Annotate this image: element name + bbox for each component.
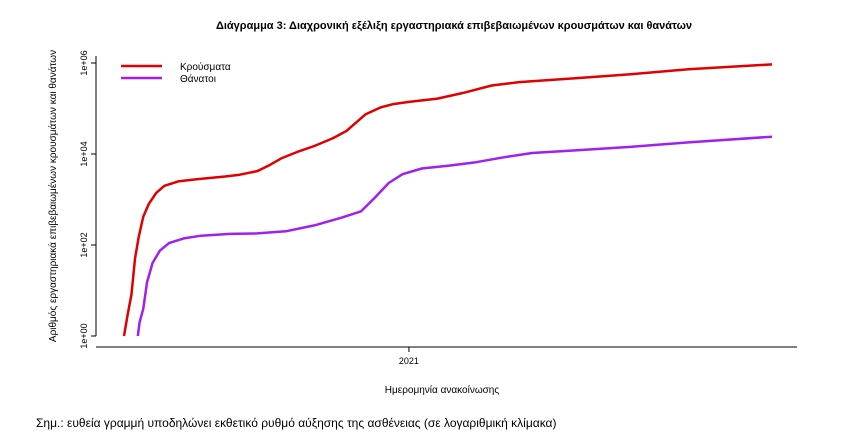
x-axis-ticks: 2021 (399, 347, 419, 366)
x-axis-label: Ημερομηνία ανακοίνωσης (385, 384, 500, 396)
y-axis-ticks: 1e+00 1e+02 1e+04 1e+06 (79, 50, 96, 349)
chart-title: Διάγραμμα 3: Διαχρονική εξέλιξη εργαστηρ… (216, 20, 692, 32)
legend: Κρούσματα Θάνατοι (121, 61, 231, 85)
y-tick-label-1: 1e+02 (79, 232, 89, 257)
series-line-0 (122, 63, 773, 337)
series-line-1 (136, 135, 773, 337)
y-tick-label-2: 1e+04 (79, 141, 89, 166)
chart: Διάγραμμα 3: Διαχρονική εξέλιξη εργαστηρ… (47, 20, 797, 396)
y-tick-label-3: 1e+06 (79, 50, 89, 75)
y-axis-label: Αριθμός εργαστηριακά επιβεβαιωμένων κρου… (47, 50, 59, 342)
series-layer (122, 63, 773, 337)
legend-label-deaths: Θάνατοι (180, 73, 216, 85)
x-tick-label-0: 2021 (399, 356, 419, 366)
y-tick-label-0: 1e+00 (79, 323, 89, 348)
legend-label-cases: Κρούσματα (180, 61, 231, 73)
footnote: Σημ.: ευθεία γραμμή υποδηλώνει εκθετικό … (36, 416, 557, 430)
